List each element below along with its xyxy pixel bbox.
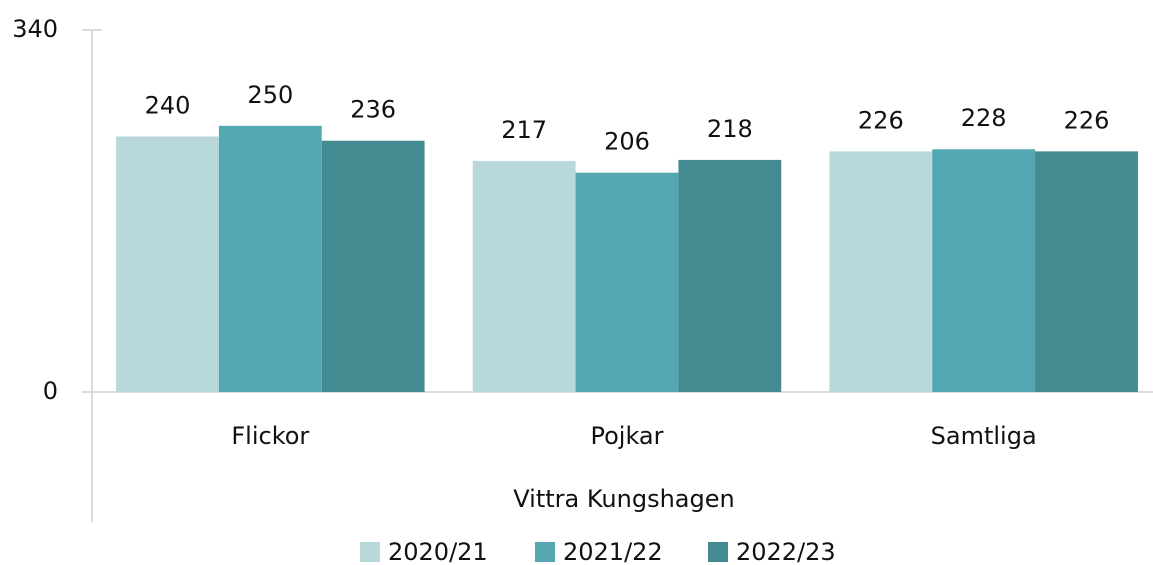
x-tick-label: Flickor xyxy=(231,422,309,450)
legend-label: 2021/22 xyxy=(563,538,663,565)
bar xyxy=(116,136,219,392)
bar xyxy=(932,149,1036,392)
bar xyxy=(472,160,576,392)
legend-label: 2020/21 xyxy=(388,538,488,565)
bar xyxy=(1035,151,1138,392)
legend-label: 2022/23 xyxy=(736,538,836,565)
legend-swatch xyxy=(535,542,555,562)
legend-swatch xyxy=(708,542,728,562)
data-label: 226 xyxy=(858,106,904,134)
bar xyxy=(829,151,933,392)
x-tick-label: Pojkar xyxy=(590,422,663,450)
bar xyxy=(575,172,679,392)
data-label: 236 xyxy=(350,96,396,124)
data-label: 226 xyxy=(1064,106,1110,134)
x-tick-label: Samtliga xyxy=(931,422,1037,450)
bar xyxy=(321,140,425,392)
data-label: 228 xyxy=(961,104,1007,132)
y-tick-label: 0 xyxy=(43,377,58,405)
bar xyxy=(218,125,322,392)
data-label: 250 xyxy=(247,81,293,109)
data-label: 217 xyxy=(501,116,547,144)
legend-swatch xyxy=(360,542,380,562)
data-label: 240 xyxy=(145,91,191,119)
y-tick-label: 340 xyxy=(12,15,58,43)
data-label: 218 xyxy=(707,115,753,143)
x-axis-title: Vittra Kungshagen xyxy=(513,485,734,513)
data-label: 206 xyxy=(604,128,650,156)
bar xyxy=(678,159,782,392)
